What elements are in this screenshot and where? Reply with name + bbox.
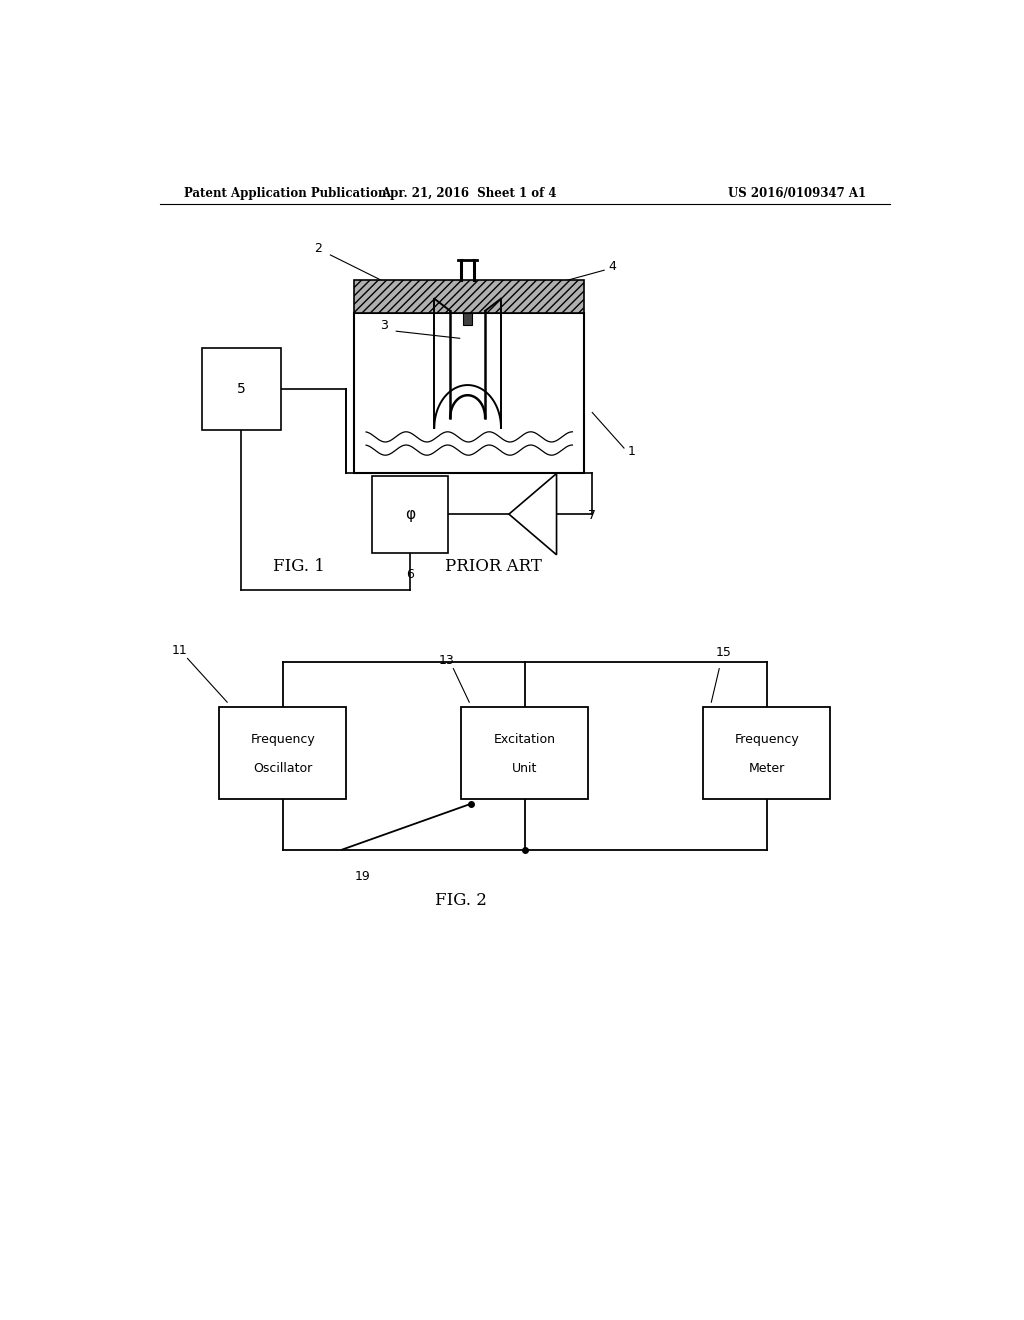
Text: Excitation: Excitation (494, 734, 556, 746)
Text: PRIOR ART: PRIOR ART (444, 558, 542, 576)
Bar (354, 280, 585, 313)
Bar (461, 708, 588, 799)
Text: Patent Application Publication: Patent Application Publication (183, 187, 386, 201)
Bar (202, 348, 282, 430)
Text: Oscillator: Oscillator (253, 762, 312, 775)
Text: Frequency: Frequency (251, 734, 315, 746)
Text: 15: 15 (716, 647, 732, 660)
Bar (703, 708, 830, 799)
Text: 19: 19 (354, 870, 370, 883)
Text: FIG. 1: FIG. 1 (272, 558, 325, 576)
Bar (219, 708, 346, 799)
Bar (354, 313, 585, 474)
Text: 5: 5 (238, 381, 246, 396)
Text: FIG. 2: FIG. 2 (435, 892, 487, 909)
Text: 4: 4 (608, 260, 616, 273)
Text: 3: 3 (381, 319, 388, 333)
Text: 11: 11 (172, 644, 187, 657)
Bar (463, 313, 472, 325)
Text: 7: 7 (588, 510, 596, 523)
Text: φ: φ (404, 507, 415, 521)
Text: US 2016/0109347 A1: US 2016/0109347 A1 (728, 187, 866, 201)
Bar (372, 475, 447, 553)
Text: Apr. 21, 2016  Sheet 1 of 4: Apr. 21, 2016 Sheet 1 of 4 (382, 187, 557, 201)
Text: 13: 13 (439, 653, 455, 667)
Text: 1: 1 (628, 445, 636, 458)
Text: Meter: Meter (749, 762, 785, 775)
Text: 2: 2 (314, 242, 323, 255)
Polygon shape (509, 474, 557, 554)
Text: Unit: Unit (512, 762, 538, 775)
Text: 6: 6 (406, 568, 414, 581)
Text: Frequency: Frequency (734, 734, 799, 746)
